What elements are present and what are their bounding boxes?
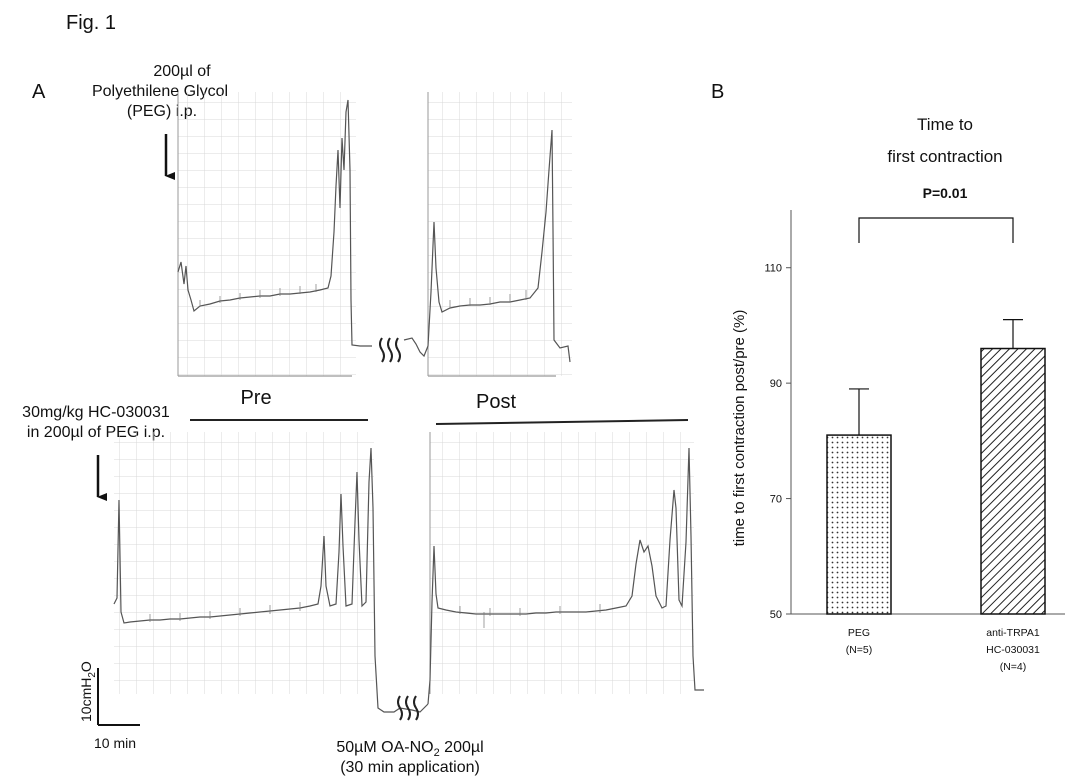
y-tick-label: 70	[770, 494, 782, 506]
category-label: anti-TRPA1	[986, 627, 1040, 639]
bottom-post-trace-grid	[430, 432, 694, 694]
scale-bar: 10cmH2O 10 min	[78, 661, 140, 751]
y-tick-label: 110	[764, 263, 782, 275]
significance-label: P=0.01	[923, 185, 968, 201]
top-post-trace-grid	[428, 92, 572, 376]
pre-label: Pre	[240, 387, 271, 409]
category-label: (N=5)	[846, 644, 873, 656]
category-label: (N=4)	[1000, 661, 1027, 673]
drug-label-line-2: (30 min application)	[340, 759, 480, 776]
bottom-pre-trace-grid	[114, 432, 374, 694]
y-tick-label: 50	[770, 609, 782, 621]
top-noise-marks	[199, 284, 527, 308]
bottom-post-pressure-trace	[427, 447, 704, 705]
y-tick-label: 90	[770, 378, 782, 390]
drug-application-label: 50µM OA-NO2 200µl (30 min application)	[336, 739, 483, 776]
top-post-pressure-trace	[403, 129, 571, 363]
y-axis-label: time to first contraction post/pre (%)	[731, 310, 748, 547]
bottom-annotation-line-1: 30mg/kg HC-030031	[22, 404, 170, 421]
post-period-bar	[435, 419, 689, 425]
scale-y-label: 10cmH2O	[78, 661, 98, 722]
panel-b-label: B	[711, 81, 724, 103]
chart-title-line: Time to	[917, 115, 973, 134]
chart-title-line: first contraction	[887, 147, 1002, 166]
bar	[980, 347, 1046, 615]
bar-chart: Time to first contraction 50 70 90 110 time to…	[731, 115, 1065, 673]
scale-x-label: 10 min	[94, 735, 136, 751]
category-label: HC-030031	[986, 644, 1040, 656]
top-break-icon	[379, 337, 401, 363]
top-annotation-line-1: 200µl of	[153, 63, 211, 80]
bottom-break-icon	[397, 695, 419, 721]
bottom-pre-pressure-trace	[113, 447, 429, 713]
post-label: Post	[476, 391, 516, 413]
figure-title: Fig. 1	[66, 12, 116, 34]
bar	[826, 434, 892, 615]
top-pre-trace-grid	[178, 92, 356, 376]
category-label: PEG	[848, 627, 870, 639]
panel-a-label: A	[32, 81, 46, 103]
drug-label-line-1: 50µM OA-NO2 200µl	[336, 739, 483, 759]
significance-bracket	[858, 217, 1014, 243]
bottom-noise-marks	[149, 602, 601, 628]
